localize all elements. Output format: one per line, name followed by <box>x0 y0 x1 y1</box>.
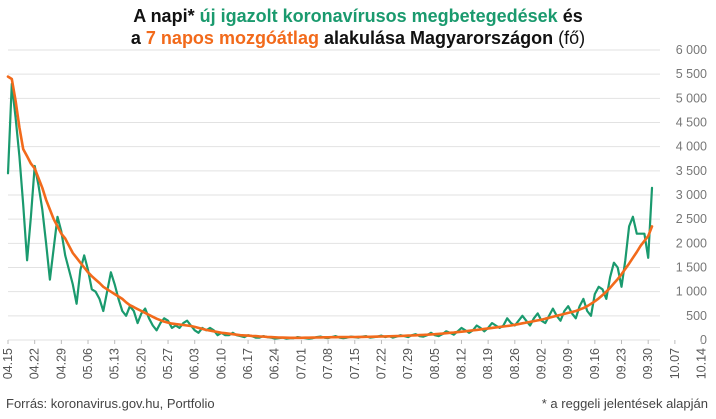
chart-title-line-2: a 7 napos mozgóátlag alakulása Magyarors… <box>0 27 716 49</box>
x-tick-label: 04.15 <box>1 348 15 379</box>
y-tick-label: 4 500 <box>676 116 707 130</box>
x-tick-label: 07.15 <box>348 348 362 379</box>
title-part-moving-average: 7 napos mozgóátlag <box>145 28 319 48</box>
y-tick-label: 6 000 <box>676 43 707 57</box>
x-tick-label: 09.02 <box>534 348 548 379</box>
x-tick-label: 08.05 <box>428 348 442 379</box>
y-tick-label: 3 000 <box>676 188 707 202</box>
x-tick-label: 07.29 <box>401 348 415 379</box>
y-tick-label: 1 500 <box>676 261 707 275</box>
x-tick-label: 06.03 <box>188 348 202 379</box>
x-tick-label: 05.13 <box>108 348 122 379</box>
footnote: * a reggeli jelentések alapján <box>541 396 708 411</box>
x-axis-ticks: 04.15 04.22 04.29 05.06 05.13 05.20 05.27 06.03… <box>1 340 709 379</box>
x-tick-label: 05.20 <box>134 348 148 379</box>
x-tick-label: 08.12 <box>454 348 468 379</box>
x-tick-label: 06.10 <box>214 348 228 379</box>
y-tick-label: 2 000 <box>676 236 707 250</box>
x-tick-label: 07.01 <box>294 348 308 379</box>
y-tick-label: 500 <box>686 309 707 323</box>
title-part-napi: A napi* <box>133 6 195 26</box>
series-lines <box>6 75 654 340</box>
x-tick-label: 05.06 <box>81 348 95 379</box>
x-tick-label: 07.22 <box>374 348 388 379</box>
y-tick-label: 5 000 <box>676 91 707 105</box>
y-tick-label: 0 <box>700 333 707 347</box>
y-tick-label: 4 000 <box>676 140 707 154</box>
title-part-unit: (fő) <box>558 28 586 48</box>
x-tick-label: 10.14 <box>695 348 709 379</box>
x-tick-label: 06.17 <box>241 348 255 379</box>
x-tick-label: 09.30 <box>641 348 655 379</box>
title-part-alakulasa: alakulása Magyarországon <box>323 28 554 48</box>
y-tick-label: 5 500 <box>676 67 707 81</box>
x-tick-label: 09.16 <box>588 348 602 379</box>
x-tick-label: 06.24 <box>268 348 282 379</box>
x-tick-label: 04.29 <box>54 348 68 379</box>
y-tick-label: 2 500 <box>676 212 707 226</box>
x-tick-label: 05.27 <box>161 348 175 379</box>
chart-title-line-1: A napi* új igazolt koronavírusos megbete… <box>0 5 716 27</box>
title-part-es: és <box>562 6 583 26</box>
x-tick-label: 09.09 <box>561 348 575 379</box>
x-tick-label: 10.07 <box>668 348 682 379</box>
x-tick-label: 08.26 <box>508 348 522 379</box>
title-part-daily-cases: új igazolt koronavírusos megbetegedések <box>199 6 558 26</box>
x-tick-label: 07.08 <box>321 348 335 379</box>
title-part-a: a <box>130 28 141 48</box>
series-line-7-day-average <box>6 75 654 340</box>
source-note: Forrás: koronavirus.gov.hu, Portfolio <box>6 396 215 411</box>
x-tick-label: 08.19 <box>481 348 495 379</box>
y-tick-label: 3 500 <box>676 164 707 178</box>
x-tick-label: 04.22 <box>28 348 42 379</box>
y-tick-label: 1 000 <box>676 285 707 299</box>
y-axis-ticks: 0 500 1 000 1 500 2 000 2 500 3 000 3 500 4 000 4… <box>676 43 707 347</box>
x-tick-label: 09.23 <box>615 348 629 379</box>
